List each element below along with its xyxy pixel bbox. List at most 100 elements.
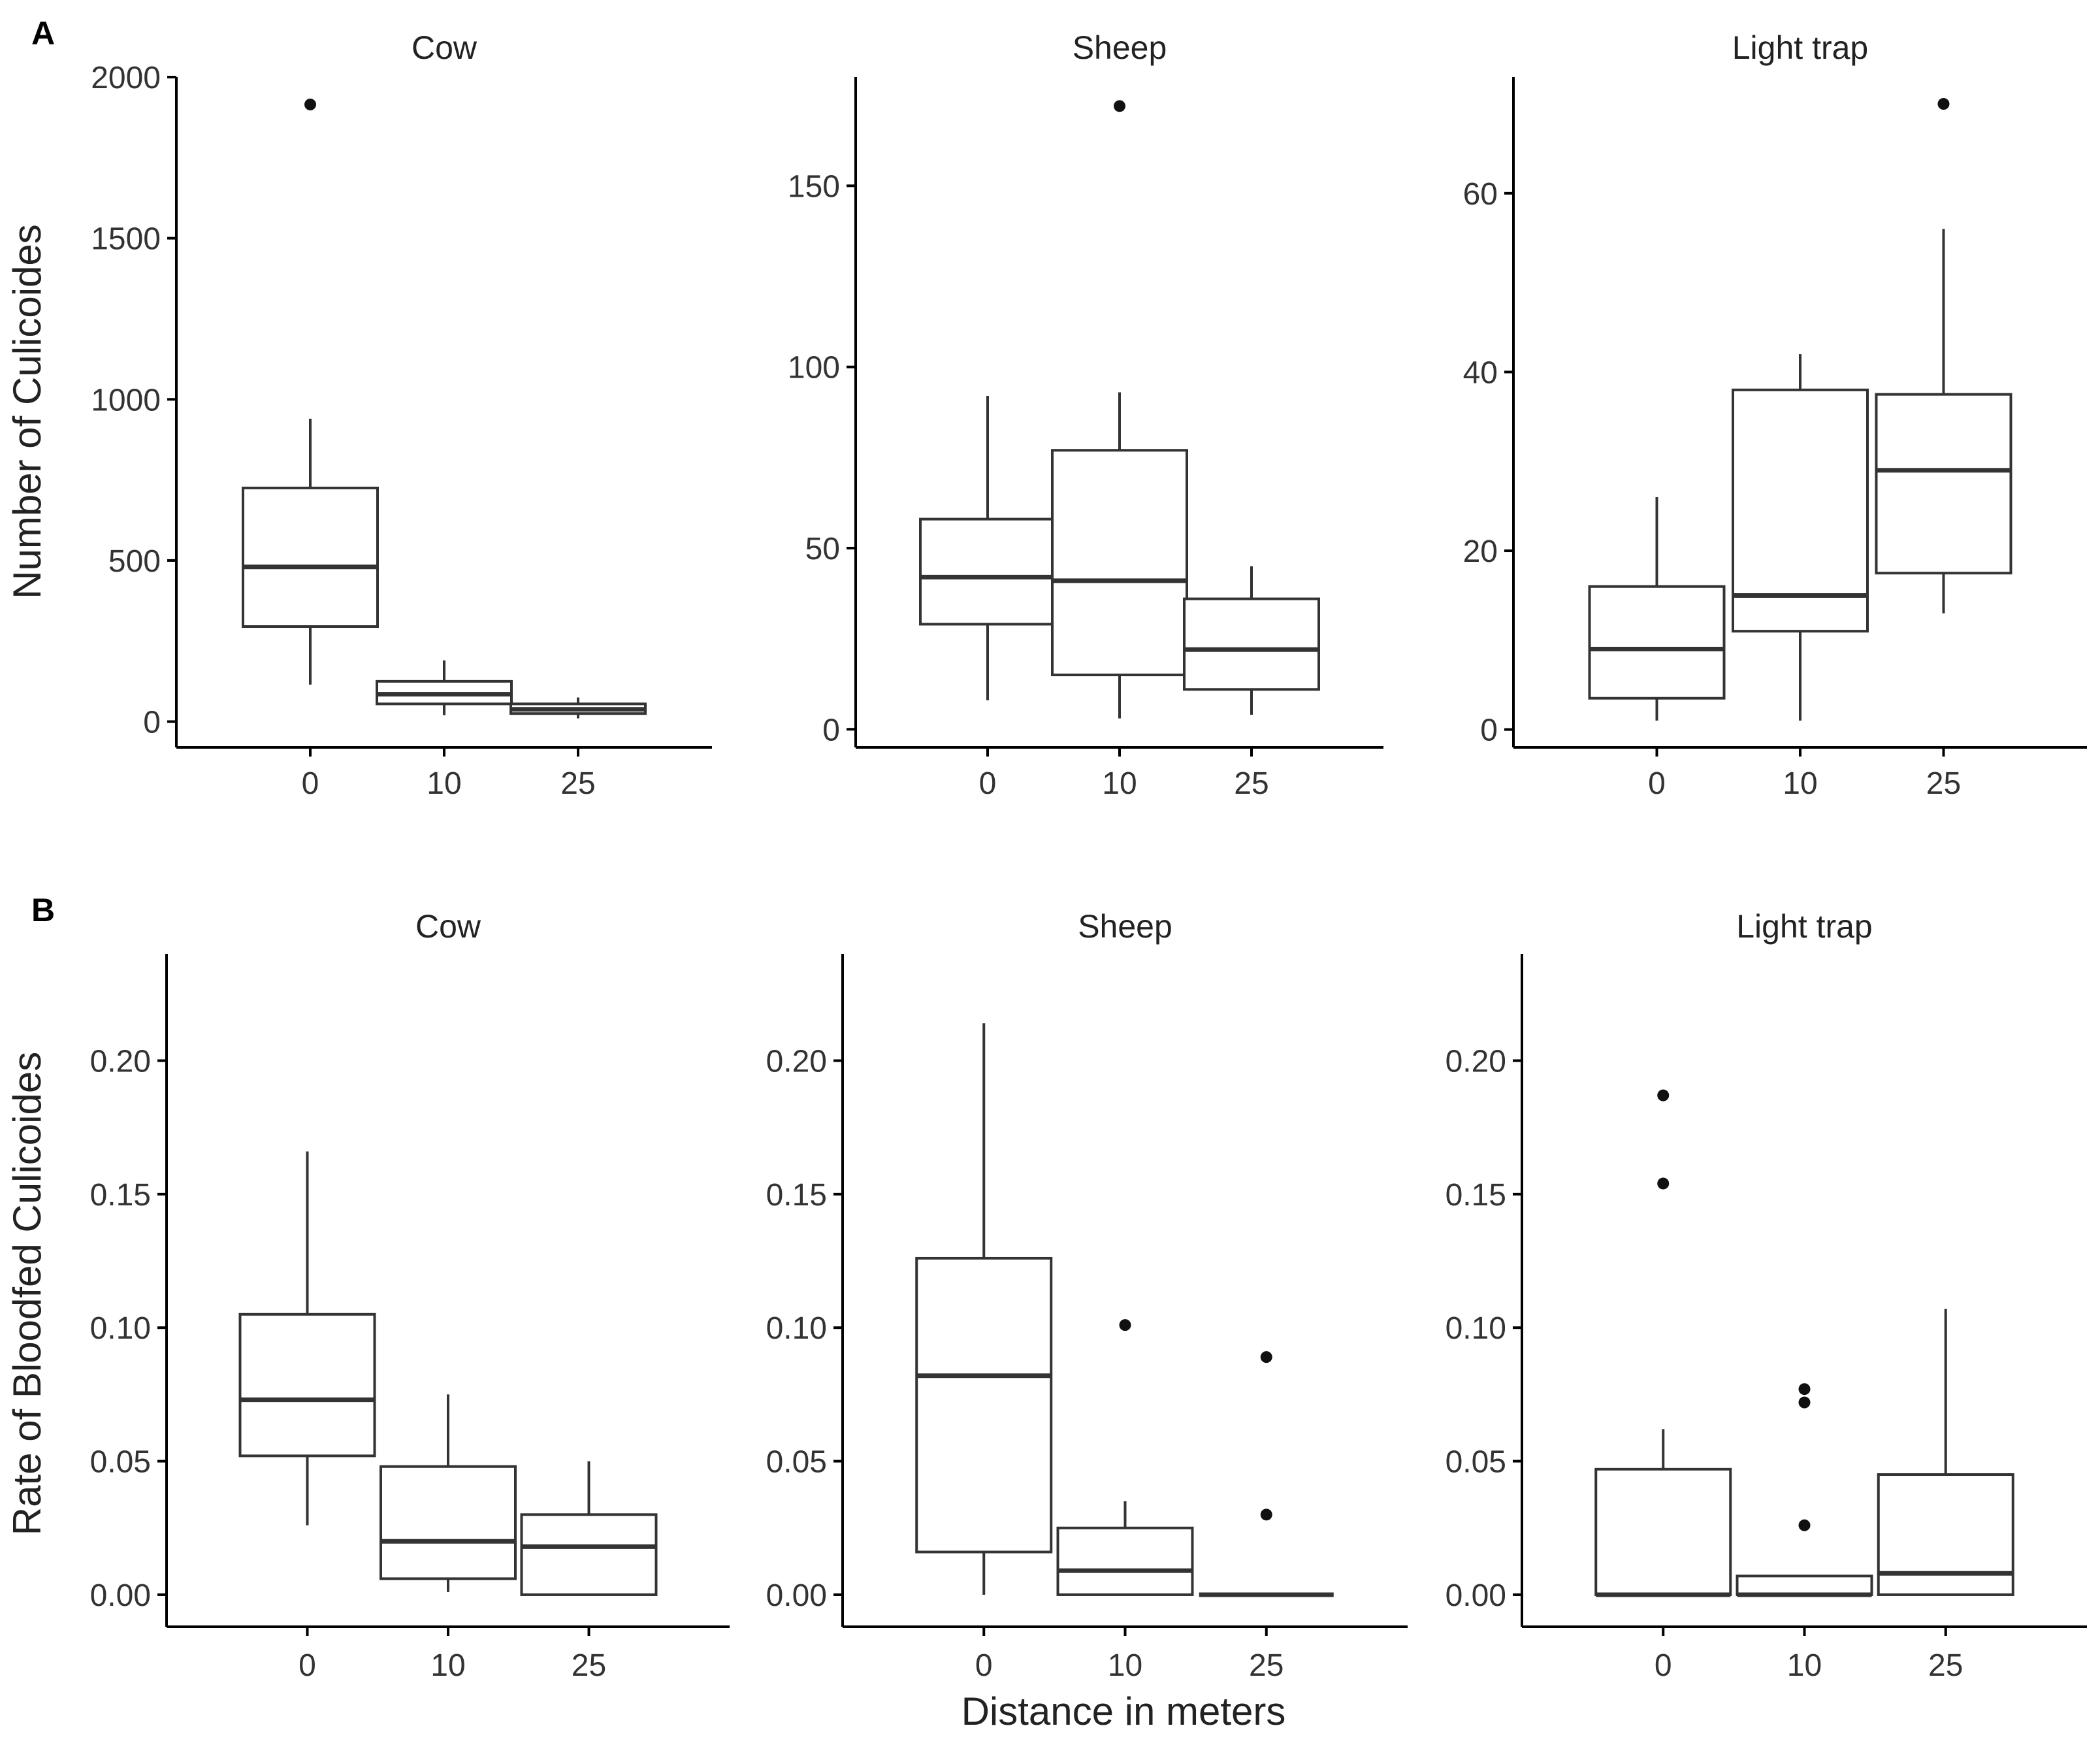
panel-b-sheep-box-group-0 [915, 1023, 1053, 1595]
panel-a-cow-box-group-0 [242, 98, 379, 685]
outlier-point [1937, 98, 1950, 110]
panel-b-light-trap-y-tick-label: 0.10 [1446, 1311, 1506, 1346]
outlier-point [1260, 1509, 1272, 1521]
panel-a-cow-x-tick-label: 10 [427, 766, 461, 801]
panel-a-light-trap-box-group-10 [1732, 354, 1869, 721]
panel-b-cow-y-tick-label: 0.15 [90, 1178, 151, 1213]
panel-a-cow-y-tick-label: 1000 [91, 383, 161, 417]
panel-b-light-trap-y-tick-label: 0.15 [1446, 1178, 1506, 1213]
outlier-point [1119, 1319, 1131, 1331]
box [238, 1313, 376, 1458]
panel-a-sheep-y-tick-label: 0 [822, 713, 840, 747]
box [520, 1513, 658, 1596]
panel-a-sheep-box-group-25 [1183, 566, 1320, 715]
panel-b-light-trap-x-tick-label: 0 [1655, 1648, 1672, 1683]
box [380, 1465, 517, 1580]
panel-a-light-trap-y-tick-label: 20 [1463, 534, 1498, 569]
panel-a-sheep-box-group-0 [919, 396, 1056, 700]
panel-a-cow-y-tick-label: 1500 [91, 222, 161, 257]
box [1183, 597, 1320, 691]
panel-b-light-trap-box-group-0 [1594, 1089, 1732, 1597]
panel-b-sheep-x-tick-label: 10 [1108, 1648, 1142, 1683]
outlier-point [1114, 100, 1125, 112]
panel-a-light-trap-x-tick-label: 10 [1783, 766, 1817, 801]
panel-b-light-trap-x-tick-label: 25 [1928, 1648, 1963, 1683]
panel-b-cow-title: Cow [415, 908, 481, 945]
panel-a-sheep-title: Sheep [1073, 29, 1167, 66]
panel-b-cow-y-tick-label: 0.10 [90, 1311, 151, 1346]
box [1732, 388, 1869, 633]
y-axis-title-a: Number of Culicoides [5, 224, 49, 599]
panel-b-light-trap-box-group-25 [1877, 1309, 2014, 1596]
box [919, 517, 1056, 626]
box [1875, 393, 2012, 575]
panel-a-sheep-y-tick-label: 50 [805, 532, 840, 566]
panel-b-cow-y-tick-label: 0.00 [90, 1578, 151, 1613]
panel-a-light-trap-box-group-0 [1588, 497, 1726, 721]
panel-a-cow-y-tick-label: 500 [108, 544, 161, 579]
panel-a-light-trap-y-tick-label: 60 [1463, 177, 1498, 212]
panel-b-sheep-title: Sheep [1078, 908, 1172, 945]
panel-b-light-trap-box-group-10 [1736, 1383, 1873, 1597]
panel-b-sheep-x-tick-label: 0 [975, 1648, 993, 1683]
panel-a-cow-y-tick-label: 2000 [91, 61, 161, 95]
outlier-point [1798, 1383, 1811, 1395]
box [1877, 1473, 2014, 1596]
panel-b-light-trap-title: Light trap [1736, 908, 1872, 945]
panel-a-sheep-x-tick-label: 10 [1102, 766, 1137, 801]
panel-a-light-trap-title: Light trap [1732, 29, 1868, 66]
panel-b-sheep-y-tick-label: 0.10 [766, 1311, 827, 1346]
panel-b-light-trap-y-tick-label: 0.00 [1446, 1578, 1506, 1613]
panel-b-cow-x-tick-label: 10 [430, 1648, 465, 1683]
box [1588, 585, 1726, 700]
outlier-point [1657, 1177, 1670, 1190]
y-axis-title-b: Rate of Bloodfed Culicoides [5, 1052, 49, 1535]
outlier-point [304, 98, 316, 110]
panel-a-sheep-y-tick-label: 100 [788, 351, 840, 385]
panel-b-cow-y-tick-label: 0.05 [90, 1445, 151, 1480]
panel-b-light-trap-y-tick-label: 0.20 [1446, 1044, 1506, 1079]
panel-b-cow-x-tick-label: 25 [572, 1648, 606, 1683]
panel-a-cow-box-group-10 [376, 660, 513, 715]
panel-b-sheep-x-tick-label: 25 [1249, 1648, 1284, 1683]
panel-a-sheep-y-tick-label: 150 [788, 169, 840, 204]
panel-a-cow-y-tick-label: 0 [143, 706, 161, 740]
outlier-point [1798, 1396, 1811, 1409]
panel-a-cow-x-tick-label: 25 [560, 766, 595, 801]
panel-letter-b: B [31, 892, 55, 928]
outlier-point [1260, 1351, 1272, 1363]
outlier-point [1798, 1519, 1811, 1531]
panel-b-sheep-y-tick-label: 0.05 [766, 1445, 827, 1480]
panel-a-light-trap-y-tick-label: 40 [1463, 355, 1498, 390]
panel-b-sheep-y-tick-label: 0.00 [766, 1578, 827, 1613]
panel-b-cow-box-group-10 [380, 1394, 517, 1592]
panel-a-light-trap-x-tick-label: 25 [1926, 766, 1961, 801]
box [1594, 1467, 1732, 1596]
outlier-point [1657, 1089, 1670, 1101]
panel-a-sheep-x-tick-label: 0 [979, 766, 997, 801]
panel-a-cow-x-tick-label: 0 [302, 766, 319, 801]
panel-b-sheep-box-group-25 [1199, 1351, 1334, 1597]
panel-a-light-trap-y-tick-label: 0 [1480, 713, 1498, 748]
panel-b-cow-x-tick-label: 0 [299, 1648, 316, 1683]
panel-a-cow-box-group-25 [509, 697, 647, 719]
box [915, 1256, 1053, 1554]
panel-b-sheep-box-group-10 [1056, 1319, 1194, 1596]
panel-a-sheep-box-group-10 [1051, 100, 1188, 719]
panel-b-sheep-y-tick-label: 0.15 [766, 1178, 827, 1213]
box [242, 486, 379, 628]
box [1056, 1526, 1194, 1596]
panel-a-light-trap-box-group-25 [1875, 98, 2012, 613]
panel-letter-a: A [31, 15, 55, 52]
x-axis-title: Distance in meters [961, 1689, 1286, 1733]
box [1736, 1574, 1873, 1596]
panel-a-sheep-x-tick-label: 25 [1234, 766, 1268, 801]
panel-b-sheep-y-tick-label: 0.20 [766, 1044, 827, 1079]
box [1051, 449, 1188, 677]
panel-b-light-trap-x-tick-label: 10 [1787, 1648, 1822, 1683]
panel-a-light-trap-x-tick-label: 0 [1648, 766, 1666, 801]
panel-b-cow-box-group-0 [238, 1151, 376, 1525]
panel-a-cow-title: Cow [412, 29, 477, 66]
